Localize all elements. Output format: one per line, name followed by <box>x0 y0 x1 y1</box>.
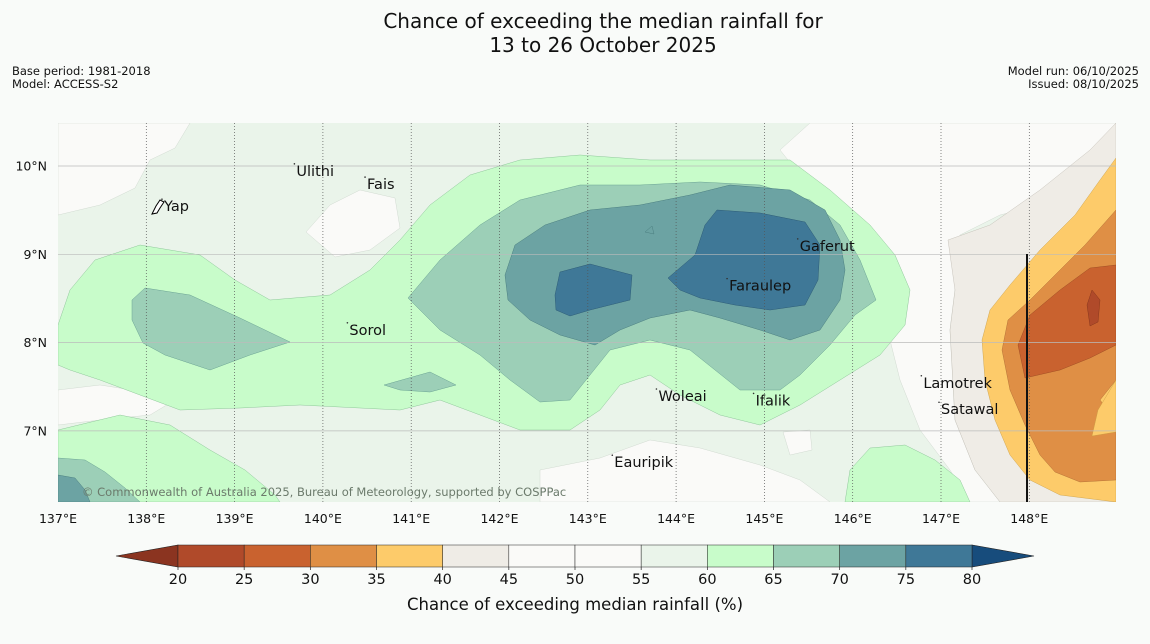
lon-tick-label: 138°E <box>127 511 165 526</box>
contour-45-55-northwest <box>58 123 191 216</box>
colorbar-bin <box>310 544 377 568</box>
colorbar-extend-high <box>971 544 1035 568</box>
contour-70-75-southwest <box>58 474 91 502</box>
colorbar-tick-label: 40 <box>433 572 451 588</box>
place-marker <box>920 374 923 377</box>
place-label: Gaferut <box>800 239 855 255</box>
contour-75-80-west <box>554 263 633 317</box>
contour-30-35-patch <box>1091 379 1116 437</box>
title-line-1: Chance of exceeding the median rainfall … <box>383 9 823 33</box>
colorbar-bin <box>508 544 576 568</box>
lon-tick-label: 147°E <box>922 511 960 526</box>
colorbar-extend-low <box>115 544 179 568</box>
place-marker <box>655 388 658 390</box>
lat-tick-label: 7°N <box>23 423 47 438</box>
place-labels: Yap Ulithi Fais Gaferut Faraulep Sorol Lamotre… <box>161 163 998 471</box>
contour-70-75-spot <box>644 225 655 235</box>
lat-tick-label: 9°N <box>23 247 47 262</box>
place-marker <box>726 277 728 280</box>
lon-tick-label: 143°E <box>569 511 607 526</box>
colorbar-bin <box>773 544 840 568</box>
lon-tick-label: 137°E <box>39 511 77 526</box>
model-text: Model: ACCESS-S2 <box>12 77 119 91</box>
colorbar-bin <box>839 544 907 568</box>
colorbar-bin <box>707 544 774 568</box>
colorbar-bin <box>243 544 311 568</box>
colorbar-tick-label: 35 <box>367 572 385 588</box>
place-label: Woleai <box>658 389 706 405</box>
colorbar-bin <box>574 544 642 568</box>
colorbar-tick-label: 75 <box>897 572 915 588</box>
place-label: Lamotrek <box>923 376 992 392</box>
place-label: Sorol <box>349 323 386 339</box>
colorbar-bin <box>640 544 708 568</box>
place-marker <box>752 392 755 395</box>
place-label: Fais <box>367 177 394 193</box>
colorbar-tick-label: 45 <box>500 572 518 588</box>
colorbar-tick-label: 30 <box>301 572 319 588</box>
colorbar-bin <box>905 544 973 568</box>
colorbar-tick-label: 20 <box>169 572 187 588</box>
title-line-2: 13 to 26 October 2025 <box>489 33 717 57</box>
contour-75-80-east <box>667 209 821 311</box>
colorbar-tick-label: 65 <box>764 572 782 588</box>
issued-text: Issued: 08/10/2025 <box>1028 77 1139 91</box>
colorbar-tick-label: 50 <box>566 572 584 588</box>
lon-tick-label: 145°E <box>745 511 783 526</box>
contour-65-70-west <box>131 287 291 371</box>
place-marker <box>938 401 940 404</box>
copyright-text: © Commonwealth of Australia 2025, Bureau… <box>82 485 566 499</box>
place-label: Faraulep <box>729 279 791 295</box>
contour-60-65-southeast <box>844 444 971 502</box>
place-marker <box>161 198 163 200</box>
place-label: Ifalik <box>756 393 791 409</box>
model-run-text: Model run: 06/10/2025 <box>1007 64 1139 78</box>
place-label: Satawal <box>941 402 998 418</box>
axis-labels: 137°E 138°E 139°E 140°E 141°E 142°E 143°E 144°E… <box>15 159 1048 527</box>
lon-tick-label: 140°E <box>304 511 342 526</box>
colorbar-bin <box>177 544 245 568</box>
lon-tick-label: 141°E <box>392 511 430 526</box>
colorbar-bin <box>442 544 510 568</box>
meta-left: Base period: 1981-2018 Model: ACCESS-S2 <box>12 65 151 91</box>
place-marker <box>364 176 366 178</box>
lat-tick-label: 10°N <box>15 159 47 174</box>
colorbar-bin <box>376 544 443 568</box>
place-marker <box>796 238 799 240</box>
colorbar-tick-label: 55 <box>632 572 650 588</box>
lat-tick-label: 8°N <box>23 335 47 350</box>
gridlines <box>58 123 1116 502</box>
colorbar-tick-label: 70 <box>830 572 848 588</box>
place-marker <box>346 321 349 324</box>
place-label: Yap <box>163 199 189 215</box>
contour-65-70-small <box>383 371 457 393</box>
legend-title: Chance of exceeding median rainfall (%) <box>407 595 743 614</box>
map-plot <box>58 123 1116 502</box>
colorbar-tick-label: 80 <box>963 572 981 588</box>
colorbar-tick-label: 25 <box>235 572 253 588</box>
place-label: Ulithi <box>296 164 334 180</box>
yap-island-shape <box>151 199 165 215</box>
colorbar: 20 25 30 35 40 45 50 55 60 65 70 75 80 <box>115 544 1035 588</box>
place-label: Eauripik <box>614 455 673 471</box>
lon-tick-label: 139°E <box>216 511 254 526</box>
map-title: Chance of exceeding the median rainfall … <box>0 9 1150 57</box>
meta-right: Model run: 06/10/2025 Issued: 08/10/2025 <box>1008 65 1139 91</box>
base-period-text: Base period: 1981-2018 <box>12 64 151 78</box>
lon-tick-label: 144°E <box>657 511 695 526</box>
colorbar-tick-label: 60 <box>698 572 716 588</box>
place-marker <box>611 454 614 457</box>
place-marker <box>293 163 296 165</box>
lon-tick-label: 148°E <box>1010 511 1048 526</box>
lon-tick-label: 142°E <box>480 511 518 526</box>
lon-tick-label: 146°E <box>834 511 872 526</box>
contour-45-55-north-island <box>305 189 401 258</box>
contour-20-25 <box>1086 289 1101 327</box>
